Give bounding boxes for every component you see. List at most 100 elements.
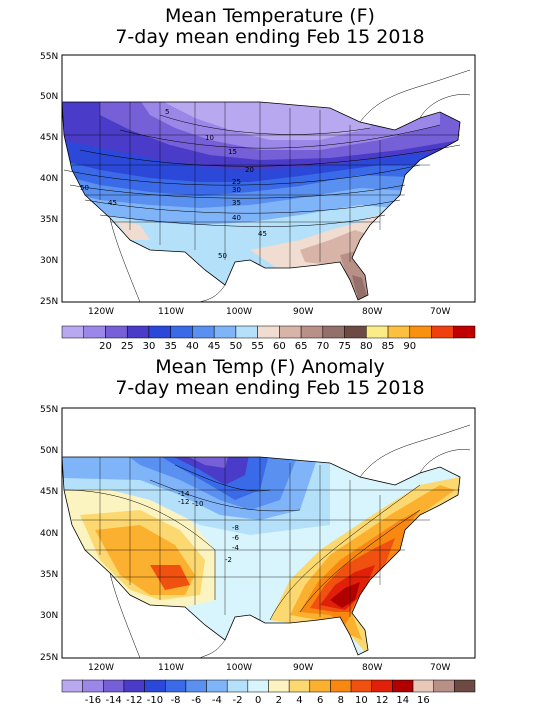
map1-lon-tick: 100W — [226, 307, 252, 317]
map1-colorbar-label: 55 — [251, 341, 264, 352]
map2-colorbar-swatch — [454, 679, 476, 693]
map2-colorbar-label: -6 — [191, 695, 201, 706]
map2-colorbar-label: 0 — [255, 695, 261, 706]
map1-colorbar-swatch — [257, 325, 280, 339]
map2-colorbar-swatch — [392, 679, 414, 693]
map1-border-lines — [109, 69, 471, 303]
map2-state-lines — [64, 457, 460, 623]
map1-colorbar-label: 35 — [164, 341, 177, 352]
map2-colorbar-swatch — [206, 679, 228, 693]
map1-colorbar-label: 75 — [338, 341, 351, 352]
map1-colorbar — [61, 325, 476, 339]
map2-lon-tick: 90W — [293, 663, 313, 673]
map2-panel: -14 -12 -10 -8 -6 -4 -2 55N 50N 45N 40N … — [0, 350, 540, 709]
map2-colorbar-label: -4 — [212, 695, 222, 706]
map2-contour-label: -2 — [225, 556, 232, 564]
map1-colorbar-label: 60 — [273, 341, 286, 352]
map1-colorbar-label: 30 — [143, 341, 156, 352]
map2-colorbar-labels: -16 -14 -12 -10 -8 -6 -4 -2 0 2 4 6 8 10 12 14 16 — [85, 695, 430, 706]
map1-lon-tick: 120W — [88, 307, 114, 317]
map1-contour-label: 40 — [232, 214, 241, 222]
map2-colorbar-swatch — [82, 679, 104, 693]
map2-title-line2: 7-day mean ending Feb 15 2018 — [115, 377, 425, 399]
map1-colorbar-swatch — [279, 325, 302, 339]
map2-colorbar-swatch — [309, 679, 331, 693]
map2-contour-label: -10 — [192, 500, 203, 508]
map1-lat-tick: 55N — [40, 52, 58, 62]
map1-colorbar-label: 40 — [186, 341, 199, 352]
map2-lat-tick: 55N — [40, 405, 58, 415]
map2-colorbar-label: 4 — [296, 695, 302, 706]
map2-lat-tick: 30N — [40, 611, 58, 621]
map2-lat-tick: 25N — [40, 653, 58, 663]
map1-contour-label: 35 — [232, 199, 241, 207]
map2-colorbar-swatch — [247, 679, 269, 693]
map1-colorbar-swatch — [126, 325, 150, 339]
map1-contour-label: 10 — [205, 134, 214, 142]
map2-colorbar-label: 6 — [317, 695, 323, 706]
map1-colorbar-label: 45 — [208, 341, 221, 352]
map2-colorbar-swatch — [61, 679, 83, 693]
map1-contour-label: 50 — [218, 252, 227, 260]
map2-colorbar-label: 2 — [276, 695, 282, 706]
map1-colorbar-label: 50 — [230, 341, 243, 352]
map2-contours — [63, 464, 421, 621]
map1-colorbar-label: 65 — [295, 341, 308, 352]
map2-contour-label: -12 — [178, 498, 189, 506]
map1-contour-label: 45 — [108, 199, 117, 207]
map2-lon-tick: 120W — [88, 663, 114, 673]
map1-colorbar-swatch — [431, 325, 454, 339]
map2-colorbar-label: 10 — [355, 695, 368, 706]
map2-lat-tick: 50N — [40, 446, 58, 456]
map1-contour-label: 50 — [80, 184, 89, 192]
map1-title-line1: Mean Temperature (F) — [165, 5, 375, 27]
map2-title-line1: Mean Temp (F) Anomaly — [155, 356, 385, 378]
map1-contour-labels: 5 10 15 20 25 30 35 40 45 50 45 50 — [80, 108, 267, 260]
map2-lon-tick: 70W — [430, 663, 450, 673]
map1-colorbar-swatch — [105, 325, 128, 339]
map1-colorbar-label: 25 — [121, 341, 134, 352]
map2-lon-tick: 110W — [158, 663, 184, 673]
map2-colorbar-swatch — [330, 679, 352, 693]
map2-lat-tick: 35N — [40, 570, 58, 580]
map1-colorbar-label: 80 — [360, 341, 373, 352]
map2-lat-tick: 40N — [40, 529, 58, 539]
map2-lat-axis: 55N 50N 45N 40N 35N 30N 25N — [40, 405, 58, 663]
map2-colorbar-label: 8 — [338, 695, 344, 706]
map1-lat-tick: 25N — [40, 297, 58, 307]
map2-lon-tick: 100W — [226, 663, 252, 673]
map2-colorbar-swatch — [350, 679, 373, 693]
map2-colorbar-label: 14 — [396, 695, 409, 706]
map2-colorbar-swatch — [123, 679, 145, 693]
map2-svg: -14 -12 -10 -8 -6 -4 -2 55N 50N 45N 40N … — [40, 405, 476, 706]
map1-lat-tick: 50N — [40, 92, 58, 102]
map1-colorbar-swatch — [453, 325, 476, 339]
map1-colorbar-label: 20 — [99, 341, 112, 352]
map2-us-outline — [61, 456, 461, 656]
map1-lat-axis: 55N 50N 45N 40N 35N 30N 25N — [40, 52, 58, 307]
map2-lat-tick: 45N — [40, 487, 58, 497]
map2-colorbar-swatch — [268, 679, 290, 693]
map1-lat-tick: 45N — [40, 133, 58, 143]
map1-colorbar-swatch — [61, 325, 84, 339]
map2-contour-label: -8 — [232, 524, 239, 532]
map2-colorbar-swatch — [226, 679, 249, 693]
map1-colorbar-swatch — [192, 325, 215, 339]
map1-colorbar-labels: 20 25 30 35 40 45 50 55 60 65 70 75 80 85 90 — [99, 341, 416, 352]
map1-colorbar-swatch — [366, 325, 389, 339]
map1-lat-tick: 30N — [40, 256, 58, 266]
map1-contours — [63, 114, 461, 227]
map1-lat-tick: 40N — [40, 174, 58, 184]
map1-colorbar-swatch — [83, 325, 106, 339]
map2-border-lines — [109, 424, 471, 659]
map2-colorbar-label: 12 — [376, 695, 389, 706]
map2-colorbar-swatch — [165, 679, 187, 693]
map1-colorbar-swatch — [344, 325, 367, 339]
map2-colorbar-label: 16 — [417, 695, 430, 706]
map1-lat-tick: 35N — [40, 215, 58, 225]
map1-colorbar-swatch — [170, 325, 193, 339]
map1-contour-label: 45 — [258, 230, 267, 238]
map2-colorbar-swatch — [412, 679, 434, 693]
map2-colorbar-swatch — [185, 679, 207, 693]
map1-colorbar-swatch — [387, 325, 411, 339]
